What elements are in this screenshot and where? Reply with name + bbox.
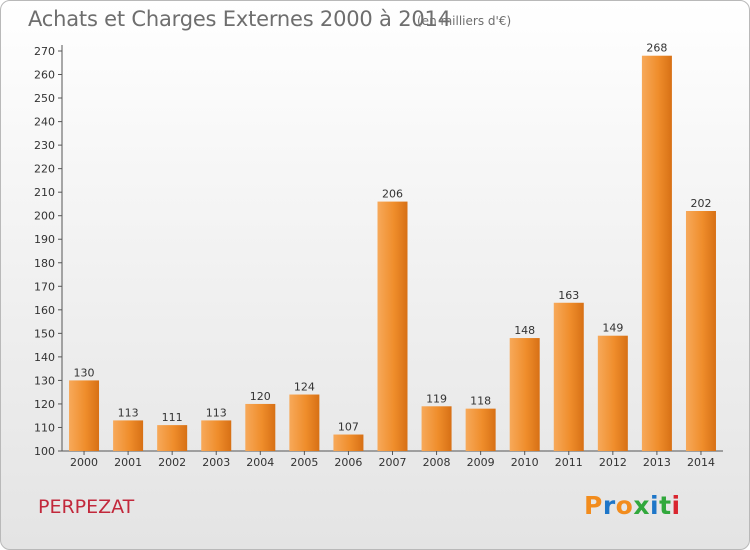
x-tick-label: 2014: [687, 456, 715, 469]
x-tick-label: 2008: [423, 456, 451, 469]
town-name: PERPEZAT: [38, 496, 135, 518]
bar: [597, 335, 628, 451]
bar: [201, 420, 232, 451]
bar-value-label: 130: [74, 366, 95, 379]
y-tick-label: 220: [34, 163, 55, 176]
y-tick-label: 130: [34, 374, 55, 387]
chart-unit: (en milliers d'€): [417, 14, 512, 28]
logo-letter: i: [671, 491, 681, 520]
x-tick-label: 2010: [511, 456, 539, 469]
x-tick-label: 2013: [643, 456, 671, 469]
logo-letter: o: [615, 491, 634, 520]
y-tick-label: 110: [34, 421, 55, 434]
x-tick-label: 2011: [555, 456, 583, 469]
logo-letter: x: [633, 491, 650, 520]
bar: [333, 434, 364, 451]
y-tick-label: 240: [34, 116, 55, 129]
bar: [641, 55, 672, 452]
bar-value-label: 148: [514, 324, 535, 337]
x-tick-label: 2005: [290, 456, 318, 469]
logo-letter: t: [659, 491, 672, 520]
bar-value-label: 124: [294, 381, 315, 394]
bar: [289, 394, 320, 451]
bar: [377, 201, 408, 451]
bar: [69, 380, 100, 451]
bar-value-label: 111: [162, 411, 183, 424]
bar: [465, 408, 496, 451]
bar-value-label: 163: [558, 289, 579, 302]
x-tick-label: 2001: [114, 456, 142, 469]
y-tick-label: 210: [34, 186, 55, 199]
bar-value-label: 202: [690, 197, 711, 210]
x-tick-label: 2006: [334, 456, 362, 469]
y-tick-label: 150: [34, 327, 55, 340]
chart-title: Achats et Charges Externes 2000 à 2014: [28, 7, 451, 31]
y-tick-label: 190: [34, 233, 55, 246]
x-tick-label: 2009: [467, 456, 495, 469]
bar-value-label: 118: [470, 395, 491, 408]
x-tick-label: 2002: [158, 456, 186, 469]
y-tick-label: 120: [34, 398, 55, 411]
y-tick-label: 260: [34, 69, 55, 82]
bar: [157, 425, 188, 451]
y-tick-label: 160: [34, 304, 55, 317]
bar: [113, 420, 144, 451]
logo-letter: r: [602, 491, 616, 520]
x-tick-label: 2000: [70, 456, 98, 469]
y-tick-label: 100: [34, 445, 55, 458]
bar-value-label: 119: [426, 392, 447, 405]
bar-value-label: 113: [206, 406, 227, 419]
y-tick-label: 140: [34, 351, 55, 364]
bar: [685, 211, 716, 451]
y-tick-label: 200: [34, 210, 55, 223]
y-tick-label: 250: [34, 92, 55, 105]
bar: [553, 302, 584, 451]
bar: [245, 403, 276, 451]
bar-value-label: 113: [118, 406, 139, 419]
bar-value-label: 206: [382, 188, 403, 201]
y-tick-label: 170: [34, 280, 55, 293]
x-tick-label: 2004: [246, 456, 274, 469]
y-tick-label: 230: [34, 139, 55, 152]
proxiti-logo: Proxiti: [584, 491, 681, 520]
bar-value-label: 107: [338, 421, 359, 434]
x-tick-label: 2003: [202, 456, 230, 469]
bar-value-label: 120: [250, 390, 271, 403]
y-tick-label: 270: [34, 45, 55, 58]
logo-letter: i: [650, 491, 660, 520]
x-tick-label: 2007: [379, 456, 407, 469]
bar-value-label: 149: [602, 322, 623, 335]
y-tick-label: 180: [34, 257, 55, 270]
bar-value-label: 268: [646, 42, 667, 55]
x-tick-label: 2012: [599, 456, 627, 469]
bar: [509, 338, 540, 451]
logo-letter: P: [584, 491, 603, 520]
bar: [421, 406, 452, 451]
